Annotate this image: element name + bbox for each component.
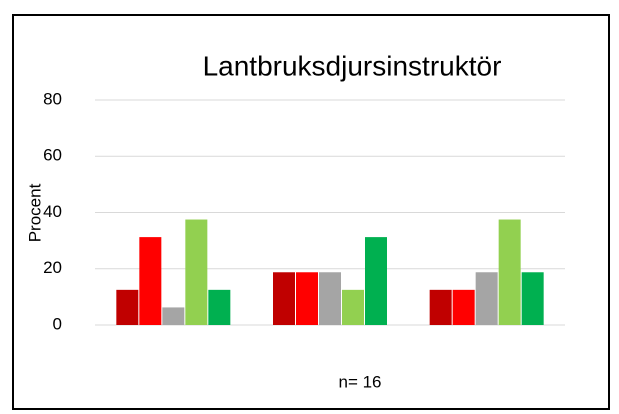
bar bbox=[116, 289, 139, 325]
bar bbox=[319, 272, 341, 325]
bar bbox=[521, 272, 544, 325]
chart-title: Lantbruksdjursinstruktör bbox=[203, 50, 502, 81]
annotation: n= 16 bbox=[338, 372, 381, 391]
bar bbox=[296, 272, 318, 325]
y-tick-label: 0 bbox=[53, 314, 62, 333]
y-axis-label: Procent bbox=[25, 183, 44, 242]
bar bbox=[342, 289, 364, 325]
bar bbox=[365, 237, 387, 325]
bar bbox=[498, 219, 521, 325]
bar bbox=[273, 272, 295, 325]
y-tick-label: 40 bbox=[43, 202, 62, 221]
bar bbox=[475, 272, 498, 325]
bar bbox=[208, 289, 231, 325]
bar bbox=[452, 289, 475, 325]
bar bbox=[162, 307, 185, 325]
y-tick-label: 60 bbox=[43, 146, 62, 165]
bar bbox=[185, 219, 208, 325]
bar bbox=[429, 289, 452, 325]
bar bbox=[139, 237, 162, 325]
y-tick-label: 20 bbox=[43, 258, 62, 277]
y-tick-label: 80 bbox=[43, 89, 62, 108]
